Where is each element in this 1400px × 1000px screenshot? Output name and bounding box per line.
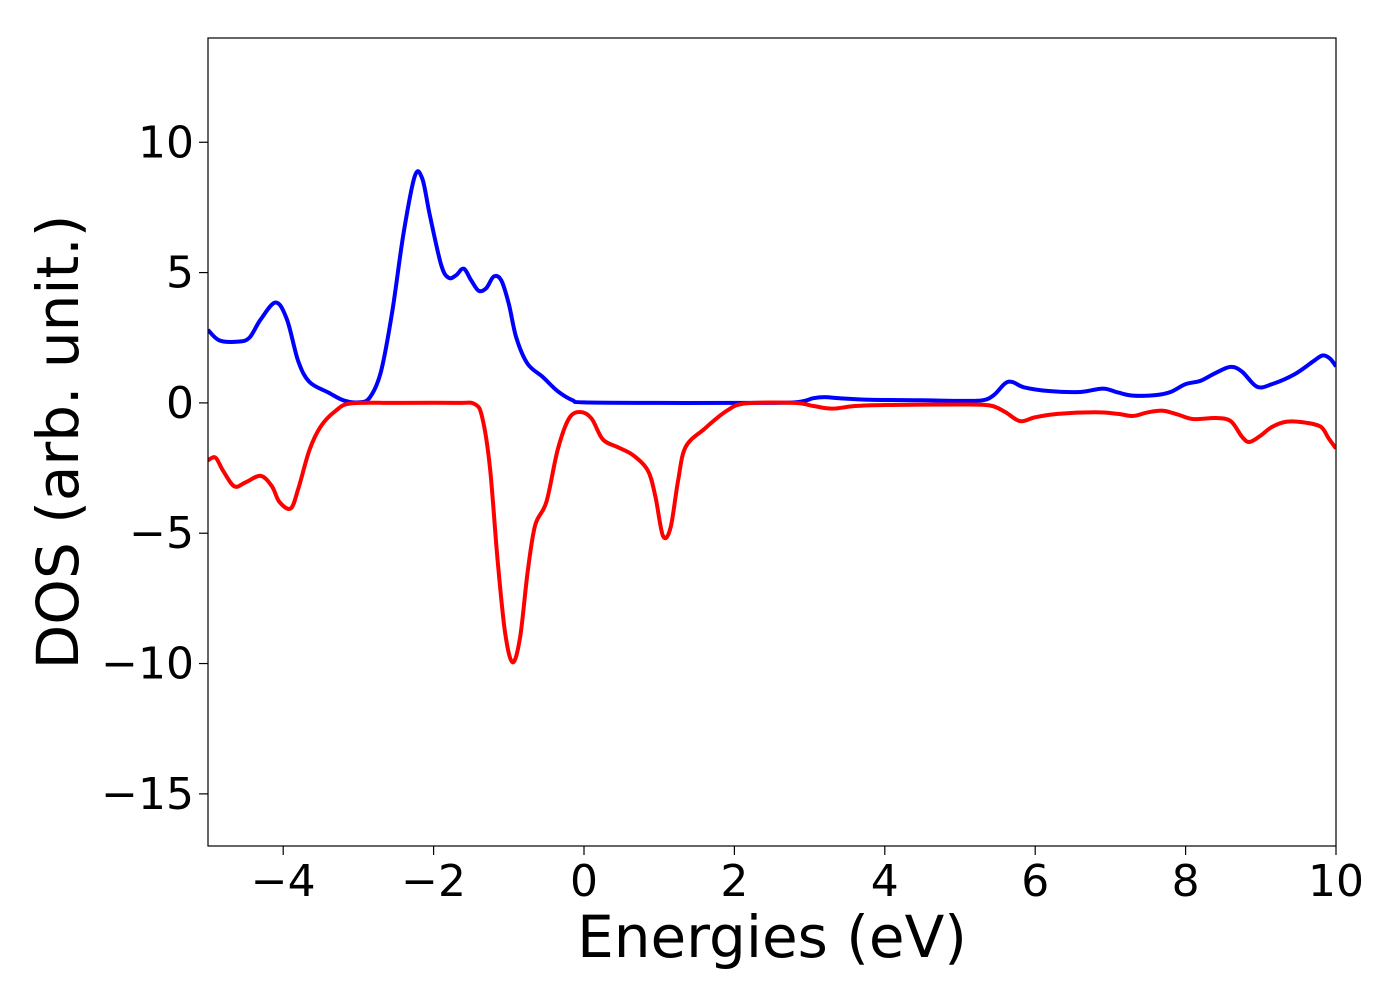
x-tick-label: 10 (1308, 856, 1364, 907)
x-tick-label: −2 (401, 856, 466, 907)
y-tick-label: 10 (138, 117, 194, 168)
x-tick-label: 2 (720, 856, 748, 907)
y-axis-label: DOS (arb. unit.) (24, 215, 92, 670)
y-tick-label: 0 (166, 378, 194, 429)
series-layer (208, 169, 1336, 665)
x-axis-label: Energies (eV) (577, 903, 967, 971)
series-line-2 (208, 400, 1336, 665)
y-tick-label: −5 (129, 508, 194, 559)
y-tick-label: −10 (101, 639, 194, 690)
series-line-1 (208, 169, 1336, 405)
y-tick-label: −15 (101, 769, 194, 820)
x-tick-label: 8 (1172, 856, 1200, 907)
plot-frame (207, 37, 1337, 847)
x-axis-ticks: −4 −2 0 2 4 6 8 10 (251, 846, 1364, 907)
x-tick-label: −4 (251, 856, 316, 907)
y-tick-label: 5 (166, 248, 194, 299)
x-tick-label: 4 (871, 856, 899, 907)
y-axis-ticks: −15 −10 −5 0 5 10 (101, 117, 208, 820)
x-tick-label: 0 (570, 856, 598, 907)
x-tick-label: 6 (1021, 856, 1049, 907)
